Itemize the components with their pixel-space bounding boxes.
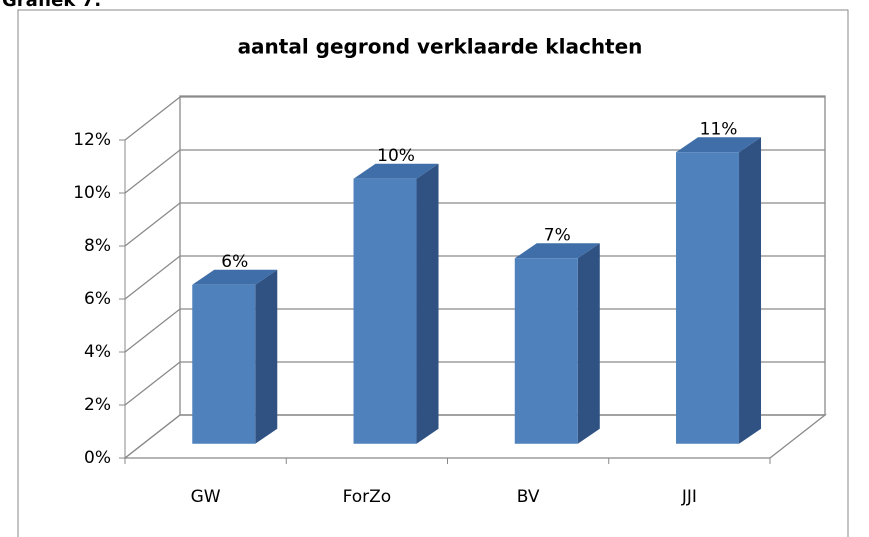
bar-top <box>676 137 762 153</box>
grid-line <box>124 202 825 247</box>
y-tick-label: 2% <box>84 395 111 415</box>
grid-line <box>124 149 825 194</box>
bar-side <box>577 243 600 444</box>
chart-frame <box>17 9 849 537</box>
x-tick-label: GW <box>191 487 221 507</box>
data-label: 10% <box>377 146 415 166</box>
bar-front <box>353 178 417 444</box>
data-label: 7% <box>544 225 571 245</box>
bar-side <box>739 137 762 444</box>
y-tick-label: 6% <box>84 289 111 309</box>
bar-side <box>255 269 278 444</box>
x-tick-label: JJI <box>681 487 697 507</box>
bar-top <box>192 269 278 285</box>
grid-line <box>124 255 825 300</box>
x-tick-label: BV <box>517 487 540 507</box>
grid-line <box>124 96 825 141</box>
bar-side <box>416 163 439 444</box>
y-tick-label: 8% <box>84 236 111 256</box>
data-label: 11% <box>700 119 738 139</box>
y-tick-label: 10% <box>73 183 111 203</box>
bar-front <box>192 284 256 444</box>
grid-line <box>124 414 825 459</box>
grid-line <box>124 361 825 406</box>
y-tick-label: 4% <box>84 342 111 362</box>
bar-top <box>353 163 439 179</box>
y-tick-label: 12% <box>73 130 111 150</box>
bar-top <box>514 243 600 259</box>
bar-front <box>514 258 578 444</box>
y-tick-label: 0% <box>84 448 111 468</box>
x-tick-label: ForZo <box>343 487 392 507</box>
chart-title: aantal gegrond verklaarde klachten <box>238 35 643 59</box>
bar-front <box>676 152 740 444</box>
data-label: 6% <box>221 252 248 272</box>
grid-line <box>124 308 825 353</box>
caption: Grafiek 7: <box>2 0 101 11</box>
